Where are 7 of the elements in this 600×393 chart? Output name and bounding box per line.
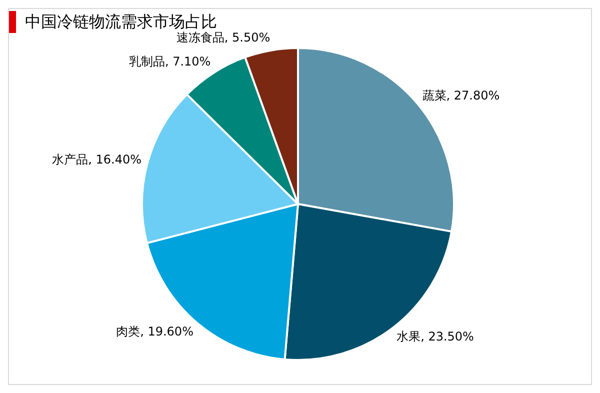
slice-label: 水果, 23.50% xyxy=(396,329,474,344)
slice-label: 蔬菜, 27.80% xyxy=(422,88,500,102)
slice-label: 肉类, 19.60% xyxy=(116,324,194,338)
slice-label: 乳制品, 7.10% xyxy=(128,54,211,69)
slice-label: 水产品, 16.40% xyxy=(52,152,142,167)
slice-label: 速冻食品, 5.50% xyxy=(176,30,270,45)
chart-title: 中国冷链物流需求市场占比 xyxy=(25,12,217,32)
